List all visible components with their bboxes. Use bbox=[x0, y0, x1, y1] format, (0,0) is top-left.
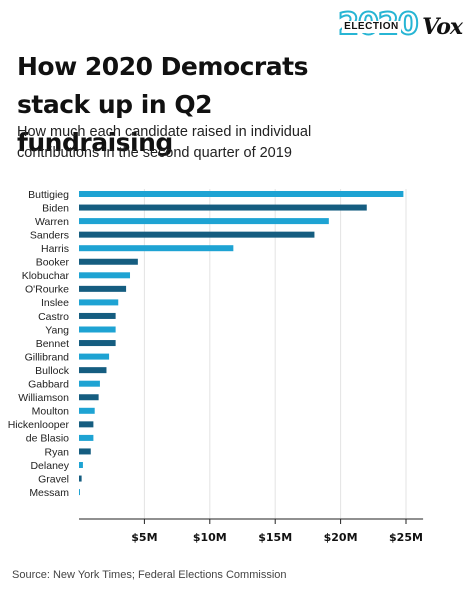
bar-buttigieg bbox=[79, 191, 404, 197]
bar-ryan bbox=[79, 448, 91, 455]
bar-gabbard bbox=[79, 380, 100, 387]
bar-klobuchar bbox=[79, 272, 131, 279]
bar-bullock bbox=[79, 367, 107, 374]
category-label-inslee: Inslee bbox=[41, 297, 69, 309]
bar-delaney bbox=[79, 462, 83, 468]
bar-moulton bbox=[79, 407, 95, 414]
bar-messam bbox=[79, 489, 80, 496]
category-label-bullock: Bullock bbox=[35, 365, 70, 377]
x-tick-label-3: $15M bbox=[258, 531, 292, 544]
category-label-warren: Warren bbox=[35, 216, 69, 228]
category-label-messam: Messam bbox=[29, 487, 69, 499]
category-label-gillibrand: Gillibrand bbox=[25, 351, 70, 363]
election-2020-vox-logo: 2020 ELECTION Vox bbox=[337, 9, 463, 42]
category-label-gravel: Gravel bbox=[38, 473, 69, 485]
category-label-hickenlooper: Hickenlooper bbox=[8, 419, 70, 431]
bar-biden bbox=[79, 204, 367, 211]
bar-inslee bbox=[79, 299, 119, 306]
source-note: Source: New York Times; Federal Election… bbox=[12, 569, 287, 581]
bar-de-blasio bbox=[79, 434, 94, 441]
chart-title: How 2020 Democrats stack up in Q2 fundra… bbox=[17, 52, 308, 157]
category-label-williamson: Williamson bbox=[18, 392, 69, 404]
category-label-de-blasio: de Blasio bbox=[26, 433, 69, 445]
category-label-harris: Harris bbox=[41, 243, 69, 255]
category-label-yang: Yang bbox=[45, 324, 69, 336]
x-axis: $5M $10M $15M $20M $25M bbox=[79, 518, 424, 544]
x-tick-label-4: $20M bbox=[324, 531, 358, 544]
grid-lines bbox=[143, 189, 407, 519]
bar-yang bbox=[79, 326, 116, 333]
bar-gillibrand bbox=[79, 353, 110, 360]
bar-o-rourke bbox=[79, 285, 127, 292]
category-label-biden: Biden bbox=[42, 202, 69, 214]
election-2020-logo: 2020 ELECTION bbox=[337, 9, 419, 42]
category-label-gabbard: Gabbard bbox=[28, 379, 69, 391]
x-tick-label-2: $10M bbox=[193, 531, 227, 544]
bar-castro bbox=[79, 312, 116, 319]
category-label-buttigieg: Buttigieg bbox=[28, 189, 69, 201]
chart-subtitle: How much each candidate raised in indivi… bbox=[17, 124, 312, 161]
bar-hickenlooper bbox=[79, 421, 94, 428]
category-label-moulton: Moulton bbox=[32, 406, 70, 418]
bar-gravel bbox=[79, 475, 82, 482]
x-tick-label-5: $25M bbox=[389, 531, 423, 544]
vox-logo: Vox bbox=[422, 14, 463, 40]
category-label-castro: Castro bbox=[38, 311, 69, 323]
category-label-ryan: Ryan bbox=[44, 446, 69, 458]
bar-warren bbox=[79, 218, 329, 225]
category-label-klobuchar: Klobuchar bbox=[22, 270, 70, 282]
category-label-booker: Booker bbox=[36, 257, 70, 269]
bar-harris bbox=[79, 245, 234, 252]
category-label-o-rourke: O'Rourke bbox=[25, 284, 69, 296]
election-word-logo-text: ELECTION bbox=[342, 21, 401, 33]
bars bbox=[79, 191, 404, 496]
x-tick-label-1: $5M bbox=[131, 531, 157, 544]
bar-bennet bbox=[79, 340, 116, 347]
bar-williamson bbox=[79, 394, 99, 401]
category-label-delaney: Delaney bbox=[30, 460, 69, 472]
category-label-sanders: Sanders bbox=[30, 229, 69, 241]
bar-booker bbox=[79, 258, 138, 265]
category-label-bennet: Bennet bbox=[36, 338, 69, 350]
bar-sanders bbox=[79, 231, 315, 238]
